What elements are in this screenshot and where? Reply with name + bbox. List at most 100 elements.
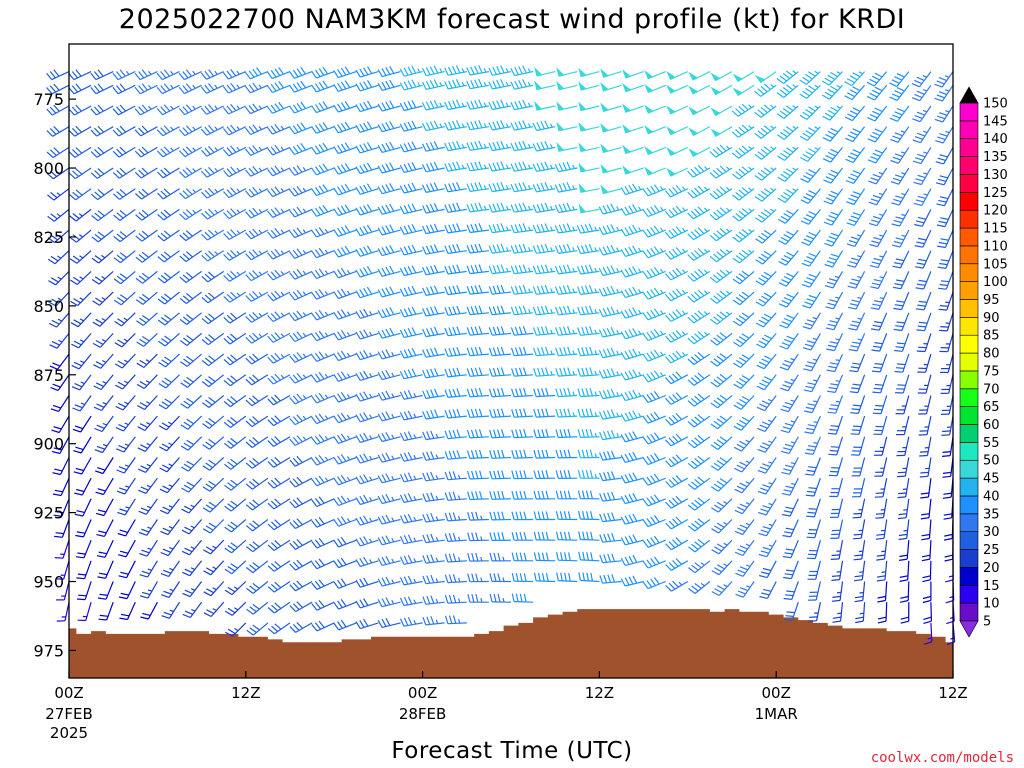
- wind-barb: [224, 560, 247, 575]
- wind-barb: [532, 202, 556, 213]
- wind-barb: [289, 206, 313, 218]
- wind-barb: [687, 164, 711, 178]
- wind-barb: [759, 581, 777, 599]
- wind-barb: [70, 291, 92, 307]
- wind-barb: [245, 415, 269, 428]
- wind-barb: [733, 374, 755, 389]
- wind-barb: [824, 229, 844, 247]
- wind-barb: [620, 451, 644, 463]
- wind-barb: [422, 264, 445, 276]
- wind-barb: [731, 103, 755, 117]
- wind-barb: [245, 249, 269, 261]
- wind-barb: [642, 370, 666, 383]
- wind-barb: [355, 224, 379, 237]
- wind-barb: [510, 99, 534, 111]
- wind-barb: [422, 554, 445, 564]
- wind-barb: [889, 84, 910, 101]
- colorbar-label: 70: [983, 382, 1000, 397]
- wind-barb: [156, 104, 180, 116]
- colorbar-label: 90: [983, 311, 1000, 326]
- wind-barb: [267, 456, 291, 468]
- wind-barb: [710, 353, 733, 367]
- wind-barb: [828, 457, 844, 477]
- wind-barb: [598, 409, 622, 420]
- wind-barb: [118, 539, 136, 558]
- wind-barb: [758, 519, 777, 537]
- wind-barb: [333, 536, 357, 548]
- wind-barb: [488, 140, 512, 152]
- wind-barb: [805, 457, 821, 476]
- wind-barb: [754, 187, 777, 202]
- x-tick-label: 12Z: [585, 684, 614, 702]
- wind-barb: [355, 370, 379, 381]
- wind-barb: [138, 519, 158, 536]
- wind-barb: [333, 371, 357, 382]
- wind-barb: [912, 126, 932, 144]
- wind-barb: [488, 181, 512, 193]
- wind-barb: [377, 327, 401, 339]
- wind-barb: [620, 431, 644, 443]
- colorbar-swatch: [959, 442, 979, 461]
- wind-barb: [757, 457, 777, 474]
- wind-barb: [466, 305, 489, 316]
- wind-barb: [311, 558, 335, 570]
- wind-barb: [665, 495, 689, 509]
- wind-barb: [533, 531, 556, 541]
- wind-barb: [267, 601, 291, 614]
- wind-barb: [333, 350, 357, 362]
- wind-barb: [159, 498, 180, 515]
- wind-barb: [642, 494, 666, 507]
- wind-barb: [157, 250, 180, 263]
- wind-barb: [201, 229, 225, 241]
- wind-barb: [555, 531, 578, 541]
- wind-barb: [895, 395, 910, 415]
- colorbar-label: 125: [983, 186, 1008, 201]
- wind-barb: [180, 374, 202, 388]
- wind-barb: [578, 531, 600, 541]
- wind-barb: [289, 186, 313, 197]
- wind-barb: [873, 436, 888, 456]
- wind-barb: [179, 188, 202, 200]
- wind-barb: [399, 182, 423, 194]
- wind-barb: [488, 78, 512, 90]
- wind-barb: [511, 511, 534, 521]
- wind-barb: [69, 229, 92, 243]
- wind-barb: [179, 250, 202, 263]
- wind-barb: [532, 161, 556, 172]
- wind-barb: [803, 353, 821, 372]
- wind-barb: [845, 147, 866, 164]
- wind-barb: [732, 291, 755, 306]
- wind-barb: [642, 473, 666, 486]
- wind-barb: [333, 66, 357, 79]
- wind-barb: [666, 70, 689, 80]
- wind-barb: [267, 394, 291, 406]
- y-tick-label: 925: [33, 504, 64, 523]
- wind-barb: [781, 477, 799, 496]
- wind-barb: [355, 266, 379, 278]
- y-tick-label: 775: [33, 90, 64, 109]
- wind-barb: [444, 429, 467, 440]
- wind-barb: [46, 69, 70, 81]
- wind-barb: [600, 184, 622, 195]
- wind-barb: [47, 229, 70, 243]
- wind-barb: [622, 103, 644, 113]
- wind-barb: [246, 601, 269, 615]
- wind-barb: [848, 333, 866, 352]
- wind-barb: [687, 268, 711, 282]
- wind-barb: [825, 312, 844, 331]
- wind-barb: [799, 126, 821, 141]
- wind-barb: [783, 560, 799, 580]
- wind-barb: [846, 209, 866, 226]
- wind-barb: [488, 284, 512, 295]
- wind-barb: [157, 312, 180, 326]
- wind-barb: [157, 229, 180, 242]
- wind-barb: [399, 141, 423, 153]
- wind-barb: [182, 601, 203, 619]
- wind-barb: [201, 312, 225, 325]
- colorbar-swatch: [959, 388, 979, 407]
- wind-barb: [158, 332, 180, 347]
- wind-barb: [289, 372, 313, 384]
- wind-barb: [377, 141, 401, 153]
- wind-barb: [556, 80, 578, 91]
- wind-barb: [355, 66, 379, 78]
